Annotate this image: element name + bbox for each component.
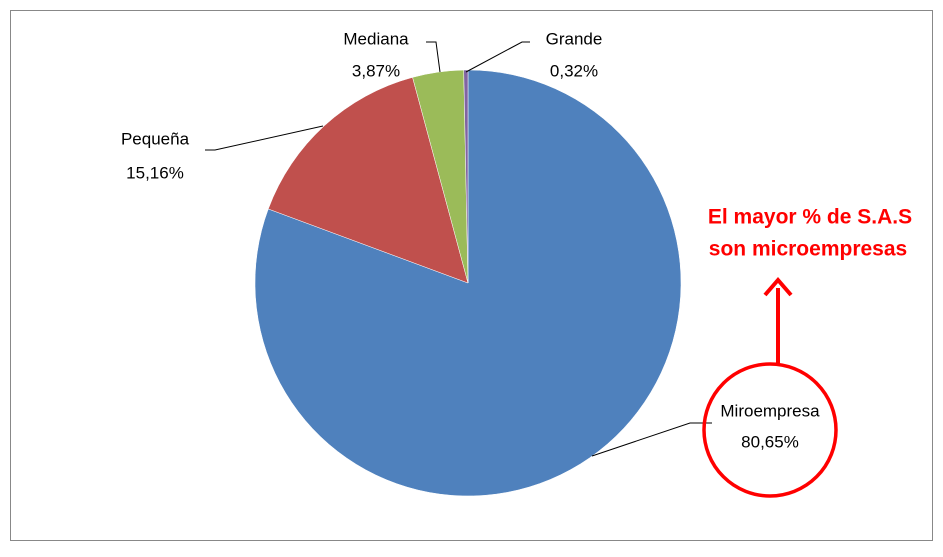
highlight-circle: [702, 362, 838, 498]
slice-value-label: 0,32%: [550, 61, 598, 80]
leader-line: [465, 41, 530, 73]
pie-slice: [267, 77, 469, 284]
pie-slice: [463, 69, 469, 284]
slice-label: Pequeña: [121, 129, 190, 148]
annotation: El mayor % de S.A.S: [708, 206, 912, 229]
slice-label: Mediana: [343, 29, 409, 48]
slice-label: Grande: [546, 29, 603, 48]
slice-value-label: 15,16%: [126, 163, 184, 182]
arrow-head: [763, 276, 793, 297]
leader-line: [426, 41, 441, 73]
annotation: son microempresas: [709, 238, 907, 261]
leader-line: [205, 125, 324, 151]
slice-value-label: 80,65%: [741, 432, 799, 451]
slice-value-label: 3,87%: [352, 61, 400, 80]
slice-label: Miroempresa: [720, 401, 820, 420]
